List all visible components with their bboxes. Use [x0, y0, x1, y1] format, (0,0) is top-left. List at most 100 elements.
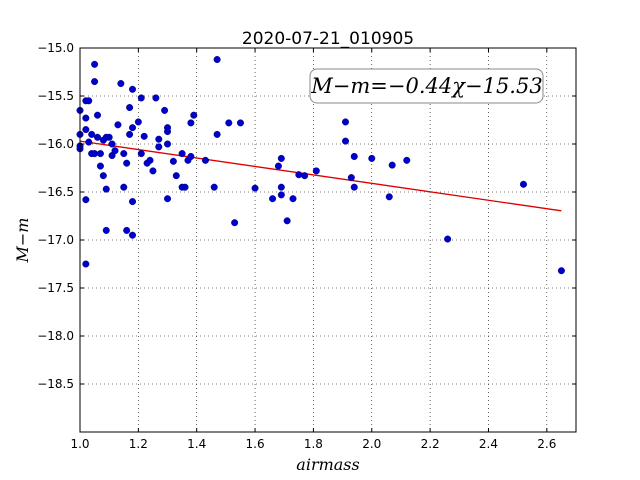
data-point: [94, 133, 102, 141]
data-point: [403, 156, 411, 164]
x-tick-label: 2.0: [362, 437, 381, 451]
fit-line: [79, 140, 562, 212]
data-point: [251, 184, 259, 192]
y-tick-label: −18.0: [37, 329, 74, 343]
fit-equation-text: M−m=−0.44χ−15.53: [310, 74, 542, 98]
x-tick-label: 2.6: [537, 437, 556, 451]
data-point: [201, 156, 209, 164]
data-point: [94, 111, 102, 119]
data-point: [149, 167, 157, 175]
data-point: [342, 137, 350, 145]
data-point: [102, 226, 110, 234]
data-point: [134, 118, 142, 126]
data-point: [557, 267, 565, 275]
data-point: [295, 171, 303, 179]
data-point: [88, 130, 96, 138]
y-tick-label: −15.5: [37, 89, 74, 103]
data-point: [102, 185, 110, 193]
data-points: [76, 56, 565, 275]
data-point: [91, 60, 99, 68]
y-tick-label: −15.0: [37, 41, 74, 55]
x-tick-label: 1.2: [129, 437, 148, 451]
annotation-box: [309, 68, 544, 104]
data-point: [120, 150, 128, 158]
data-point: [96, 150, 104, 158]
data-point: [82, 260, 90, 268]
data-point: [155, 143, 163, 151]
data-point: [181, 183, 189, 191]
data-point: [236, 119, 244, 127]
data-point: [312, 167, 320, 175]
x-axis-ticks: 1.0 1.2 1.4 1.6 1.8 2.0 2.2 2.4 2.6: [70, 48, 556, 451]
data-point: [105, 133, 113, 141]
data-point: [111, 147, 119, 155]
data-point: [91, 150, 99, 158]
data-point: [289, 195, 297, 203]
data-point: [213, 56, 221, 64]
data-point: [155, 135, 163, 143]
chart-title: 2020-07-21_010905: [242, 29, 414, 49]
x-tick-label: 1.0: [70, 437, 89, 451]
data-point: [277, 191, 285, 199]
y-tick-label: −17.0: [37, 233, 74, 247]
data-point: [82, 114, 90, 122]
data-point: [96, 162, 104, 170]
data-point: [140, 132, 148, 140]
data-point: [91, 78, 99, 86]
data-point: [187, 119, 195, 127]
data-point: [164, 140, 172, 148]
data-point: [123, 159, 131, 167]
data-point: [161, 106, 169, 114]
data-point: [277, 154, 285, 162]
data-point: [169, 157, 177, 165]
fit-line-group: [79, 140, 562, 212]
data-point: [274, 162, 282, 170]
data-point: [108, 140, 116, 148]
data-point: [350, 183, 358, 191]
data-point: [277, 183, 285, 191]
x-tick-label: 1.4: [187, 437, 206, 451]
y-tick-label: −16.5: [37, 185, 74, 199]
data-point: [444, 235, 452, 243]
data-point: [187, 152, 195, 160]
data-point: [269, 195, 277, 203]
data-point: [388, 161, 396, 169]
data-point: [129, 124, 137, 132]
data-point: [164, 195, 172, 203]
data-point: [117, 80, 125, 88]
data-point: [82, 196, 90, 204]
x-tick-label: 1.6: [246, 437, 265, 451]
data-point: [231, 219, 239, 227]
fit-equation-annotation: M−m=−0.44χ−15.53: [309, 68, 544, 104]
data-point: [164, 128, 172, 136]
data-point: [213, 130, 221, 138]
y-axis-ticks: −15.0 −15.5 −16.0 −16.5 −17.0 −17.5 −18.0 −18.5: [37, 41, 576, 391]
data-point: [82, 126, 90, 134]
data-point: [178, 150, 186, 158]
data-point: [519, 180, 527, 188]
data-point: [210, 183, 218, 191]
data-point: [129, 231, 137, 239]
x-tick-label: 2.4: [479, 437, 498, 451]
data-point: [85, 97, 93, 105]
data-point: [350, 152, 358, 160]
data-point: [137, 150, 145, 158]
data-point: [283, 217, 291, 225]
data-point: [126, 104, 134, 112]
data-point: [190, 111, 198, 119]
data-point: [146, 156, 154, 164]
data-point: [129, 85, 137, 93]
data-point: [120, 183, 128, 191]
y-axis-label: M−m: [13, 218, 32, 264]
data-point: [99, 172, 107, 180]
data-point: [152, 94, 160, 102]
data-point: [172, 172, 180, 180]
data-point: [225, 119, 233, 127]
data-point: [137, 94, 145, 102]
y-tick-label: −17.5: [37, 281, 74, 295]
data-point: [342, 118, 350, 126]
grid-lines: [80, 48, 576, 432]
x-tick-label: 1.8: [304, 437, 323, 451]
y-tick-label: −16.0: [37, 137, 74, 151]
x-axis-label: airmass: [296, 455, 359, 474]
